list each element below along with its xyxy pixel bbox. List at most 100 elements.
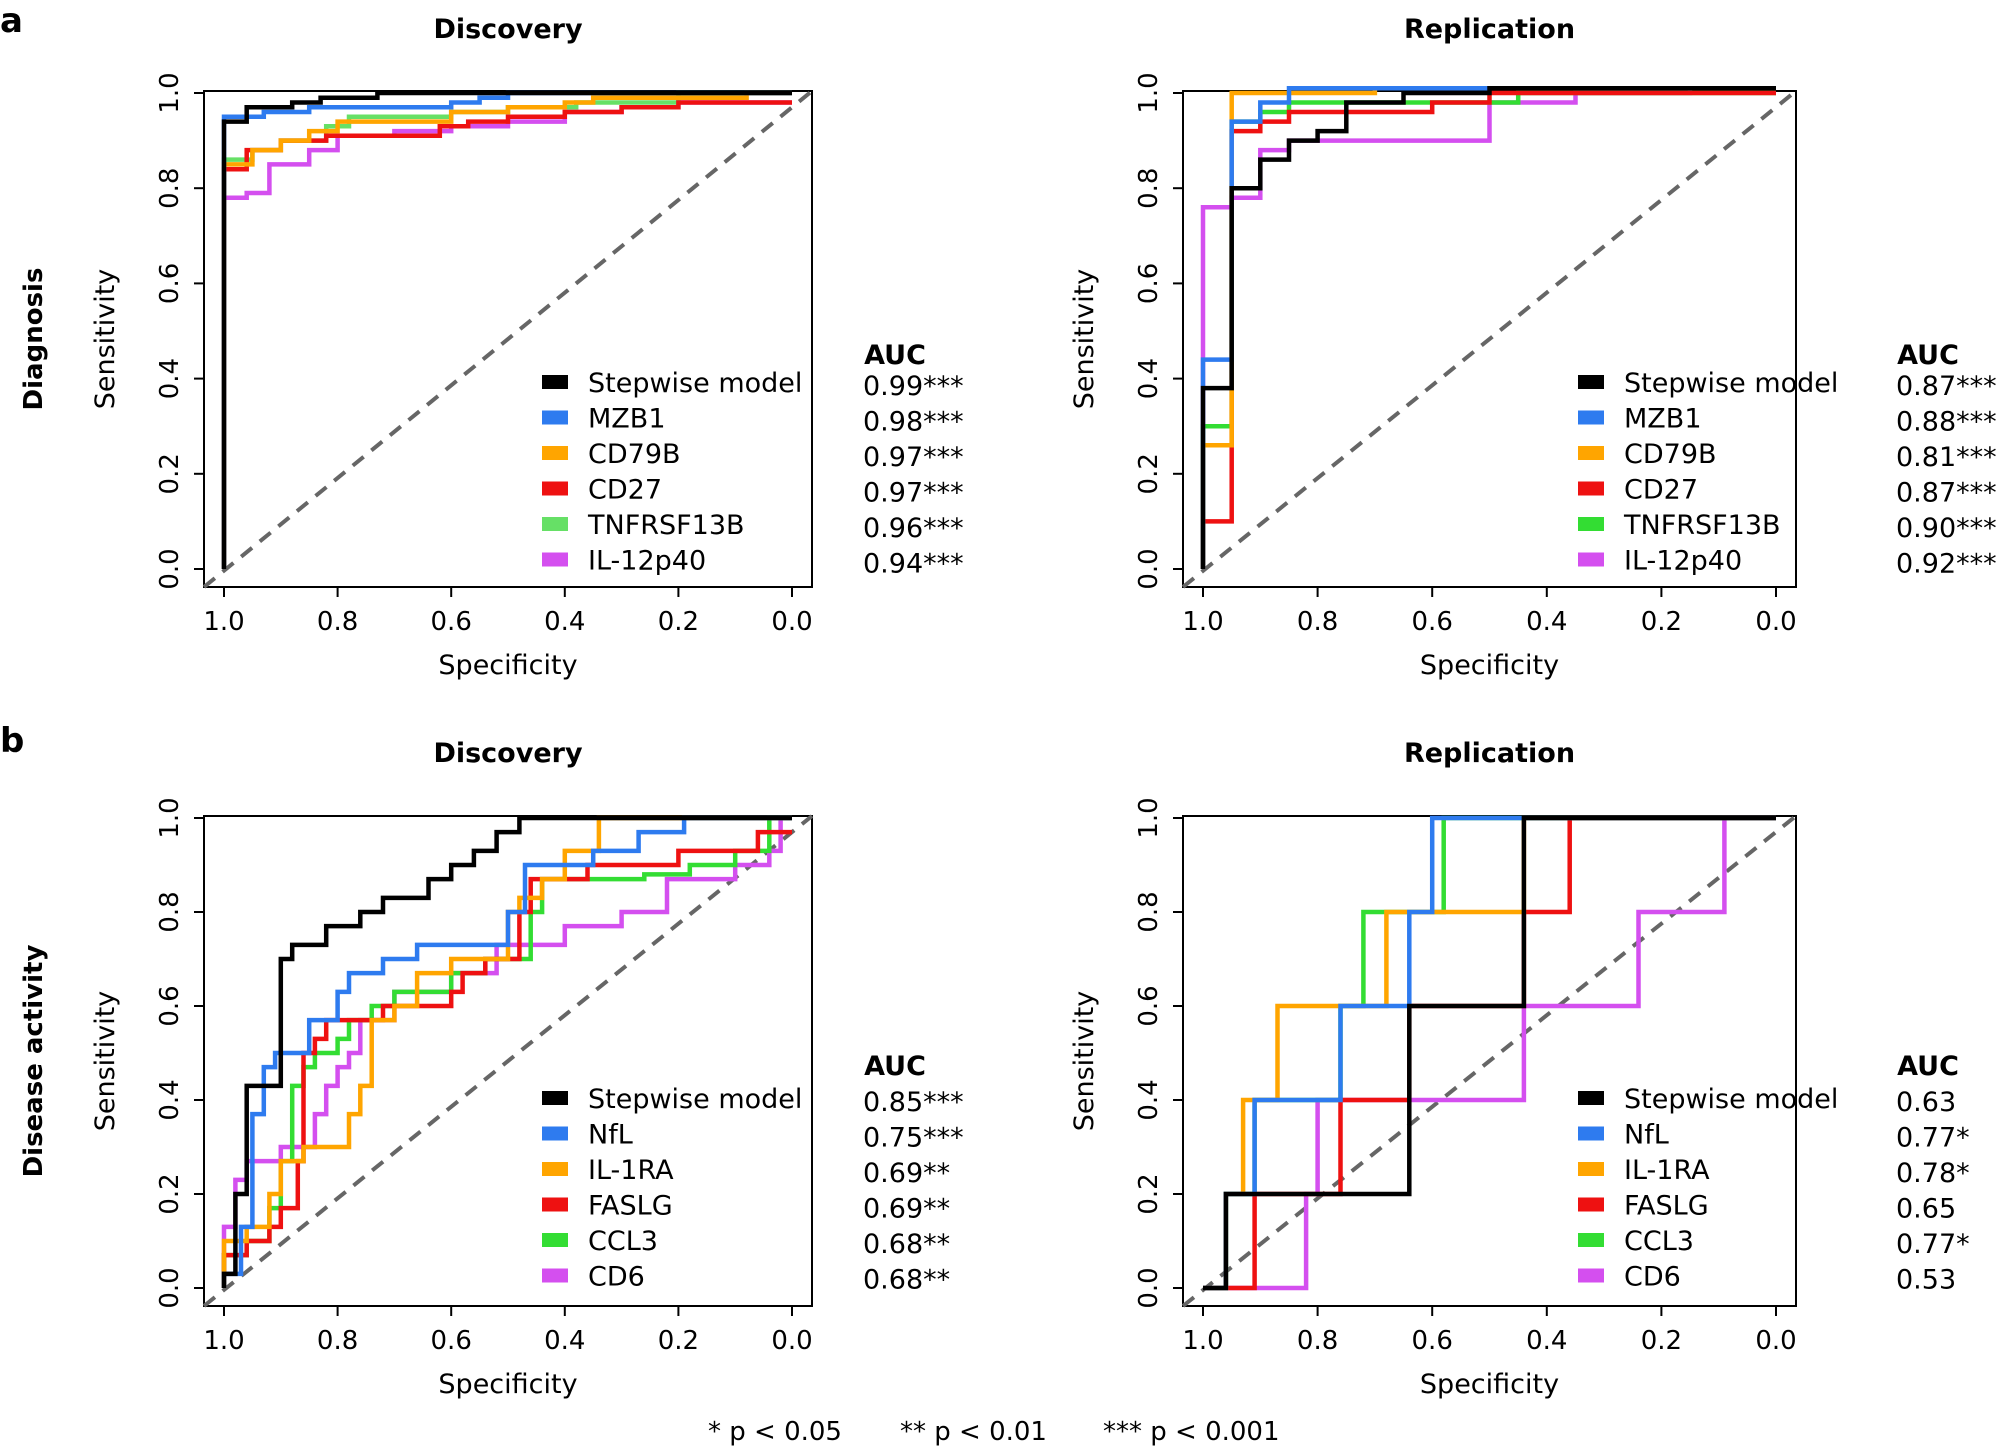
x-tick-label: 1.0 [203, 1326, 244, 1356]
reference-diagonal [202, 89, 814, 589]
auc-header: AUC [864, 340, 926, 371]
series-line-stepwise-model [1203, 815, 1776, 1291]
plot-frame [203, 815, 813, 1307]
legend-label: CD27 [1624, 475, 1698, 506]
legend-swatch [1578, 517, 1604, 531]
legend-label: MZB1 [1624, 404, 1702, 435]
x-tick-label: 0.0 [771, 1326, 812, 1356]
legend-swatch [542, 481, 568, 496]
auc-value: 0.90*** [1896, 513, 1997, 544]
x-axis-label: Specificity [438, 1369, 577, 1400]
legend-swatch [1578, 1268, 1604, 1283]
reference-diagonal [1181, 814, 1798, 1308]
auc-value: 0.81*** [1896, 442, 1997, 473]
reference-diagonal [1181, 89, 1798, 589]
legend-label: Stepwise model [1624, 1084, 1838, 1115]
legend-swatch [542, 517, 568, 531]
auc-header: AUC [864, 1051, 926, 1082]
legend-label: CD6 [588, 1262, 645, 1293]
legend-label: TNFRSF13B [587, 510, 745, 541]
y-tick-label: 0.0 [155, 1267, 185, 1308]
x-tick-label: 1.0 [1182, 1326, 1223, 1356]
y-tick-label: 0.4 [1134, 358, 1164, 399]
x-tick-label: 1.0 [203, 607, 244, 637]
y-tick-label: 1.0 [1134, 797, 1164, 838]
x-tick-label: 0.8 [1297, 607, 1338, 637]
legend-label: NfL [588, 1120, 633, 1151]
legend-swatch [1578, 1197, 1604, 1212]
y-tick-label: 0.8 [155, 891, 185, 932]
x-tick-label: 0.6 [1412, 1326, 1453, 1356]
row-label: Disease activity [19, 945, 49, 1178]
x-tick-label: 0.8 [1297, 1326, 1338, 1356]
auc-value: 0.75*** [863, 1123, 964, 1154]
legend-label: NfL [1624, 1120, 1669, 1151]
x-tick-label: 0.2 [658, 1326, 699, 1356]
auc-value: 0.94*** [863, 549, 964, 580]
legend-swatch [1578, 446, 1604, 460]
chart-title: Discovery [433, 738, 583, 769]
footnote-p001: *** p < 0.001 [1103, 1417, 1280, 1447]
y-tick-label: 0.6 [1134, 985, 1164, 1026]
panel-letter: a [0, 1, 23, 41]
auc-value: 0.65 [1896, 1194, 1956, 1225]
legend-swatch [1578, 1126, 1604, 1141]
auc-value: 0.68** [863, 1229, 950, 1260]
series-line-cd27 [1200, 90, 1776, 569]
x-tick-label: 0.0 [1755, 1326, 1796, 1356]
auc-value: 0.77* [1896, 1123, 1970, 1154]
x-axis-label: Specificity [1420, 650, 1559, 681]
legend-label: Stepwise model [588, 368, 802, 399]
series-line-stepwise-model [221, 90, 792, 569]
legend-swatch [1578, 1233, 1604, 1247]
auc-value: 0.88*** [1896, 407, 1997, 438]
y-tick-label: 0.6 [155, 263, 185, 304]
y-tick-label: 0.4 [155, 1079, 185, 1120]
legend-label: Stepwise model [1624, 368, 1838, 399]
x-tick-label: 0.6 [431, 607, 472, 637]
auc-value: 0.53 [1896, 1265, 1956, 1296]
y-tick-label: 0.2 [155, 453, 185, 494]
x-tick-label: 0.0 [771, 607, 812, 637]
auc-value: 0.98*** [863, 407, 964, 438]
y-axis-label: Sensitivity [1069, 269, 1100, 410]
x-tick-label: 0.2 [1641, 1326, 1682, 1356]
series-line-cd27 [221, 100, 792, 569]
x-tick-label: 0.6 [431, 1326, 472, 1356]
x-tick-label: 0.8 [317, 1326, 358, 1356]
legend-label: CD79B [1624, 439, 1717, 470]
auc-value: 0.92*** [1896, 549, 1997, 580]
y-tick-label: 0.8 [1134, 891, 1164, 932]
auc-value: 0.69** [863, 1194, 950, 1225]
auc-value: 0.99*** [863, 371, 964, 402]
chart-title: Replication [1404, 14, 1575, 45]
legend-label: IL-12p40 [588, 546, 706, 577]
legend-label: IL-1RA [588, 1155, 674, 1186]
legend-swatch [542, 410, 568, 425]
y-tick-label: 0.2 [1134, 453, 1164, 494]
panel-letter: b [0, 721, 24, 761]
y-tick-label: 0.8 [155, 168, 185, 209]
legend-label: CCL3 [588, 1226, 658, 1257]
y-axis-label: Sensitivity [90, 269, 121, 410]
legend-swatch [542, 1233, 568, 1247]
y-tick-label: 0.6 [155, 985, 185, 1026]
legend-label: FASLG [588, 1191, 673, 1222]
chart-1: a Diagnosis Discovery 1.0 0.8 0.6 0.4 0.2 0.0 0.0… [0, 1, 964, 681]
legend-swatch [542, 446, 568, 460]
y-tick-label: 1.0 [1134, 72, 1164, 113]
series-line-cd6 [1203, 815, 1776, 1291]
auc-value: 0.97*** [863, 478, 964, 509]
footnote-p05: * p < 0.05 [708, 1417, 842, 1447]
legend-label: FASLG [1624, 1191, 1709, 1222]
x-tick-label: 0.8 [317, 607, 358, 637]
series-line-cd79b [221, 90, 792, 569]
chart-4: Replication 1.0 0.8 0.6 0.4 0.2 0.0 0.0 0.2 0.4 0.… [1069, 738, 1970, 1400]
legend-swatch [1578, 410, 1604, 425]
legend-swatch [542, 375, 568, 389]
auc-value: 0.68** [863, 1265, 950, 1296]
series-line-nfl [221, 815, 792, 1288]
auc-header: AUC [1897, 340, 1959, 371]
y-axis-label: Sensitivity [90, 991, 121, 1132]
